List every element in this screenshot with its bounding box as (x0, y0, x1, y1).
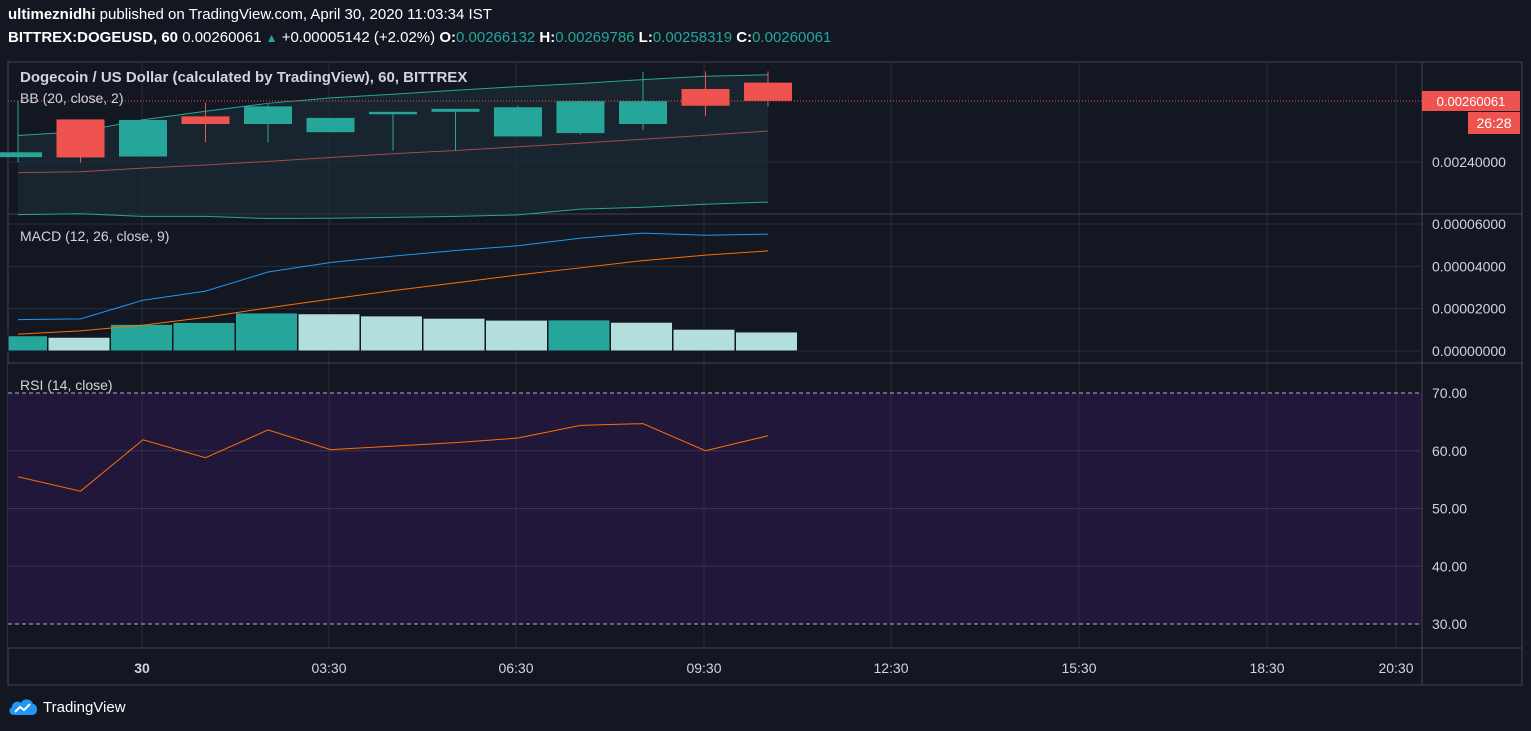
macd-histogram-bar (672, 328, 736, 352)
candle-body (619, 101, 667, 124)
time-tick-label: 09:30 (686, 660, 721, 676)
up-arrow-icon: ▲ (265, 31, 278, 45)
rsi-pane-title: RSI (14, close) (20, 377, 113, 393)
time-tick-label: 12:30 (873, 660, 908, 676)
bb-lower-line (17, 201, 769, 220)
time-tick-label: 18:30 (1249, 660, 1284, 676)
brand-name: TradingView (43, 698, 126, 716)
candle-body (494, 107, 542, 137)
macd-histogram-bar (360, 315, 423, 352)
macd-histogram-bar (610, 321, 673, 352)
rsi-tick-label: 60.00 (1432, 443, 1467, 459)
macd-histogram-bar (47, 336, 111, 352)
macd-histogram-bar (235, 312, 298, 352)
last-price-tag-bg (1422, 90, 1520, 111)
time-tick-label: 20:30 (1378, 660, 1413, 676)
candle-body (431, 108, 480, 112)
candle-body (744, 82, 792, 101)
candle-body (56, 119, 105, 158)
candle-body (244, 106, 292, 124)
last-price-tag: 0.00260061 (1437, 94, 1506, 109)
candle-body (181, 116, 230, 124)
time-tick-label: 06:30 (498, 660, 533, 676)
time-tick-label: 30 (134, 660, 150, 676)
signal-line (17, 250, 769, 335)
bb-basis-line (17, 130, 769, 174)
publish-text: published on TradingView.com, April 30, … (95, 6, 492, 23)
low-label: L: (638, 29, 653, 46)
time-tick-label: 15:30 (1061, 660, 1096, 676)
macd-histogram-bar (297, 313, 361, 352)
candle-body (306, 117, 355, 133)
open-value: 0.00266132 (456, 29, 536, 46)
low-value: 0.00258319 (652, 29, 733, 46)
countdown-tag: 26:28 (1476, 115, 1511, 131)
open-label: O: (439, 29, 456, 46)
macd-pane-title: MACD (12, 26, close, 9) (20, 228, 169, 244)
macd-tick-label: 0.00000000 (1432, 343, 1506, 359)
rsi-line (17, 423, 769, 492)
macd-tick-label: 0.00004000 (1432, 258, 1506, 274)
candle-body (369, 111, 417, 115)
high-value: 0.00269786 (555, 29, 635, 46)
macd-histogram-bar (110, 323, 173, 352)
macd-histogram-bar (422, 317, 486, 352)
last-price: 0.00260061 (182, 29, 262, 46)
symbol-legend: BITTREX:DOGEUSD, 60 0.00260061 ▲ +0.0000… (8, 29, 831, 46)
tradingview-logo[interactable]: TradingView (8, 697, 126, 717)
macd-histogram-bar (7, 335, 48, 352)
candle-body (119, 120, 167, 157)
rsi-tick-label: 40.00 (1432, 558, 1467, 574)
macd-histogram-bar (735, 331, 798, 352)
close-label: C: (736, 29, 753, 46)
bb-indicator-label: BB (20, close, 2) (20, 90, 124, 106)
macd-histogram-bar (547, 319, 611, 352)
candle-body (0, 152, 42, 158)
rsi-tick-label: 50.00 (1432, 501, 1467, 517)
candle-body (681, 89, 730, 106)
symbol-name: BITTREX:DOGEUSD, 60 (8, 29, 179, 46)
candle-body (556, 101, 605, 134)
price-tick-label: 0.00240000 (1432, 154, 1506, 170)
price-pane-title: Dogecoin / US Dollar (calculated by Trad… (20, 69, 467, 86)
time-tick-label: 03:30 (311, 660, 346, 676)
rsi-tick-label: 30.00 (1432, 616, 1467, 632)
macd-histogram-bar (485, 319, 548, 352)
rsi-tick-label: 70.00 (1432, 385, 1467, 401)
author-name[interactable]: ultimeznidhi (8, 6, 96, 23)
macd-tick-label: 0.00006000 (1432, 216, 1506, 232)
publish-info: ultimeznidhi published on TradingView.co… (8, 6, 492, 23)
tradingview-cloud-icon (9, 699, 37, 715)
macd-histogram-bar (172, 321, 236, 352)
macd-line (17, 232, 769, 321)
high-label: H: (539, 29, 556, 46)
price-change: +0.00005142 (+2.02%) (281, 29, 436, 46)
close-value: 0.00260061 (752, 29, 832, 46)
macd-tick-label: 0.00002000 (1432, 301, 1506, 317)
countdown-tag-bg (1468, 112, 1520, 134)
